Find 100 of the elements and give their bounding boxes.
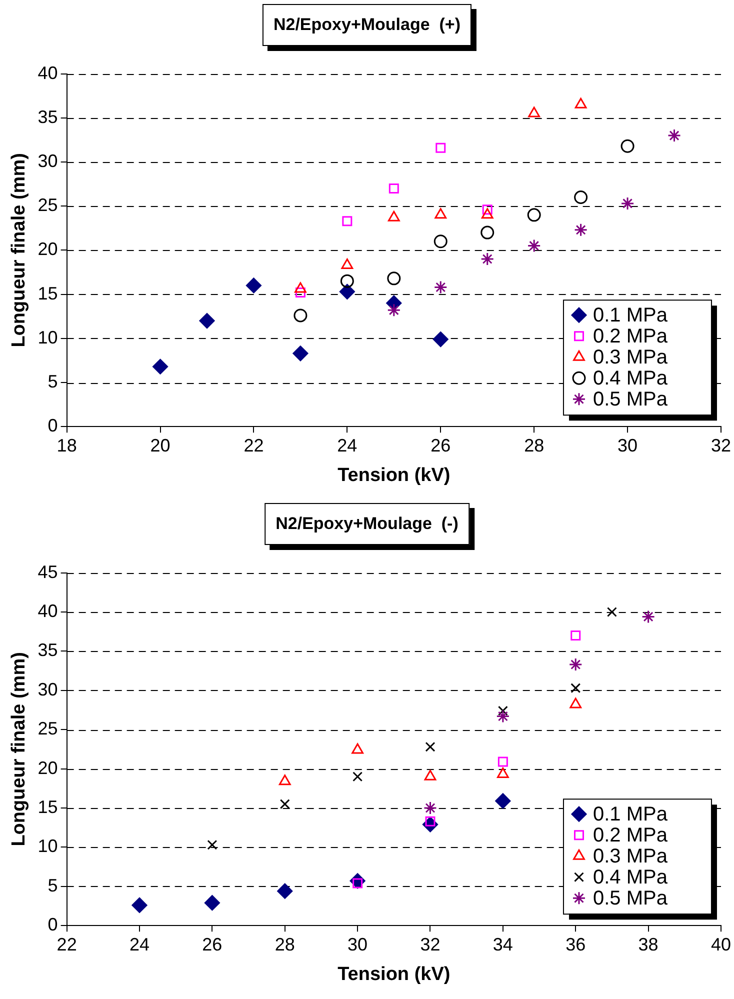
y-tick-label: 10 xyxy=(38,327,58,348)
point xyxy=(570,630,581,641)
point xyxy=(207,840,218,850)
point xyxy=(432,332,448,348)
x-tick-label: 22 xyxy=(56,934,77,954)
x-tick-label: 28 xyxy=(274,934,295,954)
point xyxy=(574,190,588,204)
x-tick-label: 24 xyxy=(129,934,150,954)
x-axis-title: Tension (kV) xyxy=(338,964,450,985)
point xyxy=(480,226,494,240)
x-tick-label: 36 xyxy=(566,934,586,954)
x-tick-label: 28 xyxy=(524,435,544,456)
y-tick-label: 35 xyxy=(38,106,58,127)
point xyxy=(352,743,364,754)
legend-label: 0.3 MPa xyxy=(592,346,668,369)
point xyxy=(570,683,581,694)
point xyxy=(620,196,634,210)
x-tick-label: 26 xyxy=(430,435,451,456)
legend-label: 0.2 MPa xyxy=(592,326,668,348)
x-tick-label: 40 xyxy=(710,934,732,954)
point xyxy=(498,706,508,716)
point xyxy=(642,610,656,624)
legend-label: 0.1 MPa xyxy=(592,304,668,327)
y-tick-label: 10 xyxy=(38,836,58,856)
point xyxy=(481,208,494,219)
legend-label: 0.3 MPa xyxy=(592,846,668,868)
point xyxy=(496,768,509,778)
y-tick-label: 30 xyxy=(38,679,58,700)
point xyxy=(277,883,293,899)
point xyxy=(620,139,634,153)
point xyxy=(204,895,220,911)
point xyxy=(568,658,582,672)
point xyxy=(278,774,291,786)
x-tick-label: 30 xyxy=(348,934,368,954)
chart-title: N2/Epoxy+Moulage (+) xyxy=(262,4,472,46)
point xyxy=(436,142,446,153)
point xyxy=(425,742,436,752)
y-axis-title: Longueur finale (mm) xyxy=(8,652,30,846)
y-tick-label: 0 xyxy=(48,416,58,436)
point xyxy=(387,272,401,286)
point xyxy=(339,284,355,300)
point xyxy=(280,799,290,810)
x-tick-label: 32 xyxy=(420,934,440,954)
point xyxy=(574,98,587,108)
y-tick-label: 0 xyxy=(48,914,58,935)
y-tick-label: 25 xyxy=(38,718,58,739)
legend-label: 0.5 MPa xyxy=(592,888,668,910)
point xyxy=(668,128,682,142)
chart-title: N2/Epoxy+Moulage (-) xyxy=(264,503,470,545)
y-tick-label: 15 xyxy=(38,283,58,304)
legend-label: 0.4 MPa xyxy=(592,368,668,390)
y-tick-label: 40 xyxy=(38,62,58,83)
y-tick-label: 15 xyxy=(38,796,58,817)
point xyxy=(342,216,352,226)
x-tick-label: 32 xyxy=(710,435,732,456)
y-tick-label: 5 xyxy=(48,371,58,392)
y-tick-label: 30 xyxy=(38,150,58,171)
point xyxy=(292,346,308,362)
point xyxy=(388,183,399,194)
point xyxy=(424,801,437,815)
point xyxy=(527,208,541,222)
point xyxy=(294,282,306,293)
point xyxy=(352,772,363,782)
y-tick-label: 35 xyxy=(38,640,58,660)
point xyxy=(132,897,148,913)
point xyxy=(570,698,582,708)
x-tick-label: 24 xyxy=(337,435,358,456)
y-tick-label: 5 xyxy=(48,875,58,896)
point xyxy=(199,313,215,329)
point xyxy=(152,358,168,374)
x-tick-label: 38 xyxy=(638,934,658,954)
y-tick-label: 20 xyxy=(38,758,58,778)
y-tick-label: 40 xyxy=(38,600,58,621)
point xyxy=(528,106,540,118)
point xyxy=(294,308,308,322)
x-tick-label: 18 xyxy=(56,435,77,456)
point xyxy=(434,280,448,294)
point xyxy=(434,234,448,248)
y-tick-label: 45 xyxy=(38,562,58,582)
point xyxy=(495,793,511,809)
point xyxy=(482,204,492,215)
point xyxy=(498,756,508,767)
point xyxy=(340,274,354,288)
point xyxy=(246,278,262,294)
y-axis-title: Longueur finale (mm) xyxy=(8,153,30,348)
point xyxy=(496,710,510,724)
x-tick-label: 26 xyxy=(202,934,222,954)
y-tick-label: 20 xyxy=(38,239,58,260)
point xyxy=(574,223,588,237)
point xyxy=(387,303,401,317)
legend-label: 0.1 MPa xyxy=(592,804,668,826)
point xyxy=(434,208,447,219)
x-axis-title: Tension (kV) xyxy=(338,464,450,486)
point xyxy=(606,607,617,617)
point xyxy=(295,288,306,298)
point xyxy=(388,210,400,222)
x-tick-label: 34 xyxy=(492,934,513,954)
legend-label: 0.5 MPa xyxy=(592,388,668,411)
legend-label: 0.2 MPa xyxy=(592,824,668,847)
point xyxy=(424,770,436,780)
